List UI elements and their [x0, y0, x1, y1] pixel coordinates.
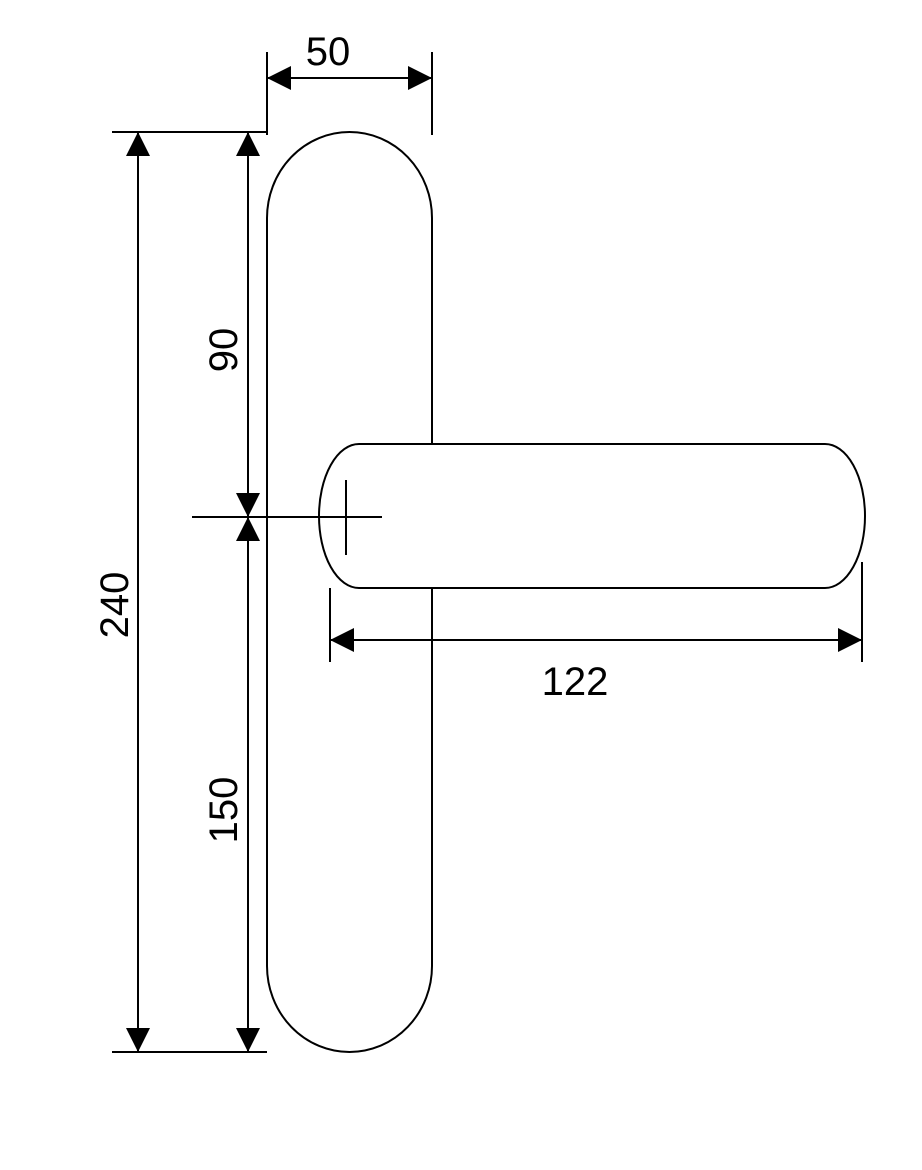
backplate-shape — [267, 132, 432, 1052]
lever-handle-shape — [319, 444, 865, 588]
technical-drawing: 50 240 90 150 122 — [0, 0, 922, 1170]
dim-label-width: 50 — [306, 30, 351, 74]
dim-label-150: 150 — [202, 777, 246, 844]
dimension-labels: 50 240 90 150 122 — [93, 30, 608, 843]
dim-label-240: 240 — [93, 572, 137, 639]
dim-label-122: 122 — [542, 660, 609, 704]
dim-label-90: 90 — [202, 328, 246, 373]
